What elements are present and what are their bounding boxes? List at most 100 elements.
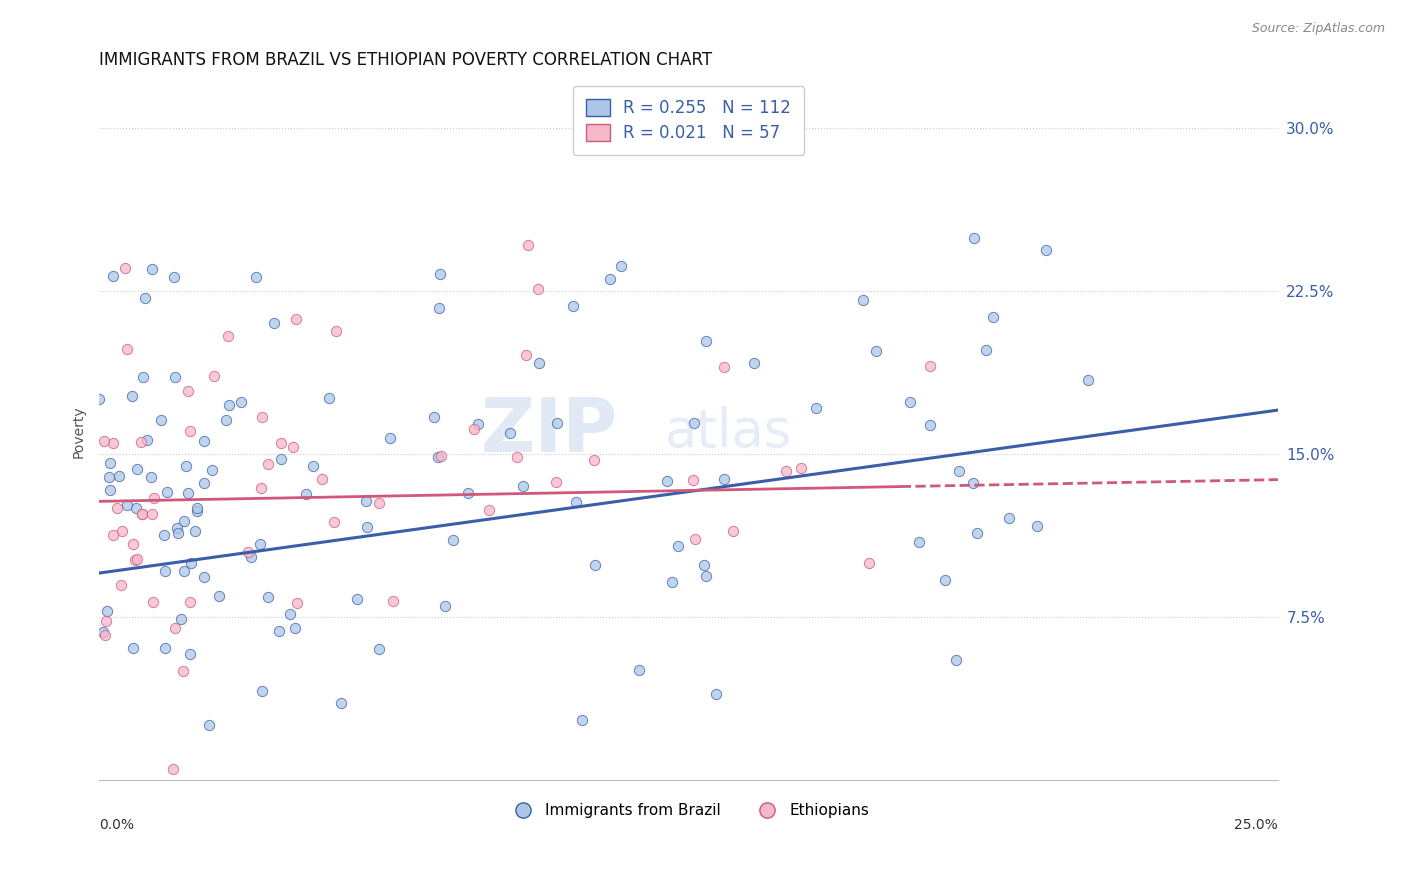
Point xyxy=(183,524,205,538)
Point xyxy=(134,291,156,305)
Point xyxy=(91,625,114,640)
Point xyxy=(125,462,148,476)
Point xyxy=(998,510,1021,524)
Point xyxy=(742,355,765,369)
Text: Source: ZipAtlas.com: Source: ZipAtlas.com xyxy=(1251,22,1385,36)
Point xyxy=(166,521,188,535)
Point xyxy=(682,473,704,487)
Point xyxy=(141,507,163,521)
Point xyxy=(775,464,797,478)
Point xyxy=(441,533,464,547)
Point xyxy=(263,317,285,331)
Point xyxy=(173,564,195,578)
Point xyxy=(163,621,186,635)
Point xyxy=(430,449,453,463)
Point xyxy=(354,494,377,508)
Point xyxy=(516,237,538,252)
Point xyxy=(934,573,956,587)
Point xyxy=(170,612,193,626)
Point xyxy=(721,524,744,538)
Point xyxy=(976,343,998,358)
Point xyxy=(683,416,706,430)
Point xyxy=(245,270,267,285)
Point xyxy=(427,301,450,315)
Legend: Immigrants from Brazil, Ethiopians: Immigrants from Brazil, Ethiopians xyxy=(501,797,876,824)
Point xyxy=(583,558,606,572)
Point xyxy=(101,435,124,450)
Point xyxy=(256,590,278,604)
Point xyxy=(285,596,308,610)
Point xyxy=(132,370,155,384)
Point xyxy=(713,360,735,375)
Point xyxy=(218,398,240,412)
Point xyxy=(250,684,273,698)
Point xyxy=(945,653,967,667)
Point xyxy=(249,537,271,551)
Point xyxy=(193,570,215,584)
Point xyxy=(197,718,219,732)
Point xyxy=(115,343,138,357)
Point xyxy=(962,231,984,245)
Point xyxy=(368,641,391,656)
Point xyxy=(215,413,238,427)
Point xyxy=(564,495,586,509)
Point xyxy=(858,556,880,570)
Point xyxy=(96,604,118,618)
Point xyxy=(149,412,172,426)
Point xyxy=(804,401,827,416)
Point xyxy=(270,436,292,450)
Point xyxy=(302,458,325,473)
Point xyxy=(98,483,121,497)
Point xyxy=(380,431,402,445)
Point xyxy=(186,504,208,518)
Point xyxy=(526,282,548,296)
Point xyxy=(108,469,131,483)
Point xyxy=(346,591,368,606)
Point xyxy=(193,434,215,448)
Point xyxy=(498,425,520,440)
Point xyxy=(163,370,186,384)
Point xyxy=(256,457,278,471)
Point xyxy=(143,491,166,506)
Point xyxy=(852,293,875,307)
Point xyxy=(105,501,128,516)
Point xyxy=(478,502,501,516)
Point xyxy=(285,312,308,326)
Point xyxy=(239,550,262,565)
Point xyxy=(101,269,124,284)
Point xyxy=(252,409,274,424)
Point xyxy=(695,569,717,583)
Point xyxy=(382,594,405,608)
Point xyxy=(172,664,194,678)
Point xyxy=(571,713,593,727)
Point xyxy=(356,520,378,534)
Point xyxy=(166,526,188,541)
Point xyxy=(789,461,811,475)
Point xyxy=(94,615,117,629)
Point xyxy=(174,459,197,474)
Point xyxy=(1035,243,1057,257)
Point xyxy=(111,524,134,539)
Point xyxy=(180,556,202,570)
Point xyxy=(131,507,153,521)
Point xyxy=(457,486,479,500)
Point xyxy=(918,418,941,433)
Point xyxy=(238,545,260,559)
Point xyxy=(1077,373,1099,387)
Point xyxy=(179,647,201,661)
Point xyxy=(865,344,887,359)
Text: atlas: atlas xyxy=(665,406,793,458)
Point xyxy=(907,535,929,549)
Point xyxy=(131,507,153,521)
Point xyxy=(136,433,159,447)
Point xyxy=(250,481,273,495)
Point xyxy=(918,359,941,374)
Text: ZIP: ZIP xyxy=(481,395,617,468)
Point xyxy=(562,299,585,313)
Point xyxy=(281,440,304,454)
Point xyxy=(966,525,988,540)
Point xyxy=(117,498,139,512)
Point xyxy=(467,417,489,431)
Point xyxy=(429,268,451,282)
Point xyxy=(657,474,679,488)
